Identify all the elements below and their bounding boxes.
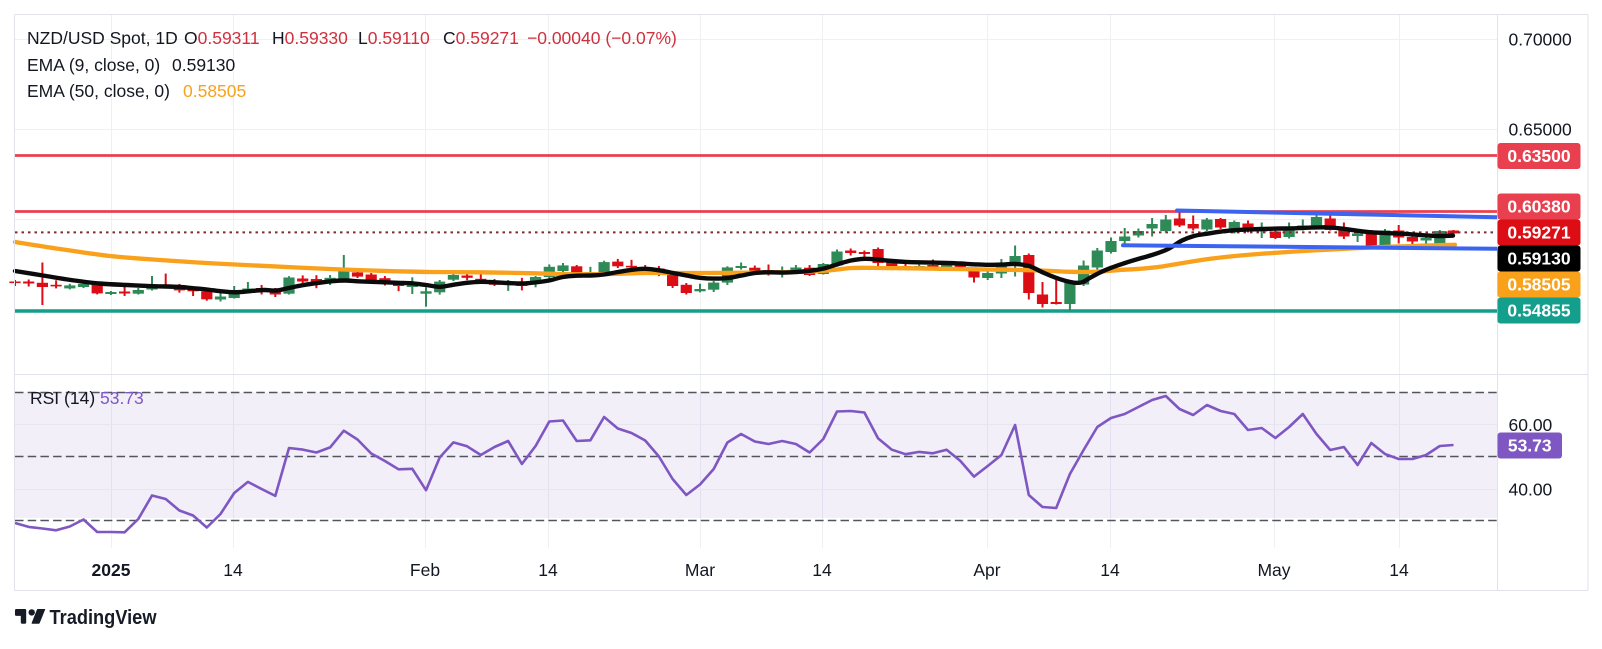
svg-text:14: 14 [1100, 560, 1120, 580]
svg-text:53.73: 53.73 [100, 388, 144, 408]
svg-text:0.63500: 0.63500 [1507, 146, 1571, 166]
svg-text:53.73: 53.73 [1508, 436, 1552, 456]
svg-text:EMA (50, close, 0): EMA (50, close, 0) [27, 81, 170, 101]
svg-text:0.59130: 0.59130 [172, 55, 236, 75]
svg-text:0.65000: 0.65000 [1509, 120, 1573, 140]
svg-text:0.54855: 0.54855 [1507, 301, 1571, 321]
svg-text:May: May [1257, 560, 1290, 580]
svg-text:TradingView: TradingView [50, 606, 157, 629]
svg-text:0.58505: 0.58505 [183, 81, 246, 101]
svg-text:−0.00040 (−0.07%): −0.00040 (−0.07%) [527, 28, 677, 48]
svg-text:L0.59110: L0.59110 [358, 28, 430, 48]
svg-text:0.59271: 0.59271 [1507, 223, 1571, 243]
svg-text:14: 14 [812, 560, 832, 580]
svg-text:14: 14 [538, 560, 558, 580]
svg-text:2025: 2025 [92, 560, 131, 580]
svg-text:EMA (9, close, 0): EMA (9, close, 0) [27, 55, 160, 75]
svg-text:0.59130: 0.59130 [1507, 249, 1571, 269]
svg-text:NZD/USD Spot, 1D: NZD/USD Spot, 1D [27, 28, 178, 48]
svg-text:14: 14 [223, 560, 243, 580]
svg-text:H0.59330: H0.59330 [272, 28, 348, 48]
svg-text:RSI (14): RSI (14) [30, 388, 95, 408]
svg-text:0.58505: 0.58505 [1507, 275, 1571, 295]
svg-text:Apr: Apr [973, 560, 1000, 580]
svg-text:Feb: Feb [410, 560, 440, 580]
svg-text:0.70000: 0.70000 [1509, 30, 1573, 50]
svg-text:Mar: Mar [685, 560, 715, 580]
svg-text:0.60380: 0.60380 [1507, 197, 1571, 217]
svg-text:40.00: 40.00 [1509, 480, 1553, 500]
svg-text:14: 14 [1389, 560, 1409, 580]
svg-text:60.00: 60.00 [1509, 415, 1553, 435]
svg-text:C0.59271: C0.59271 [443, 28, 519, 48]
svg-text:O0.59311: O0.59311 [184, 28, 260, 48]
